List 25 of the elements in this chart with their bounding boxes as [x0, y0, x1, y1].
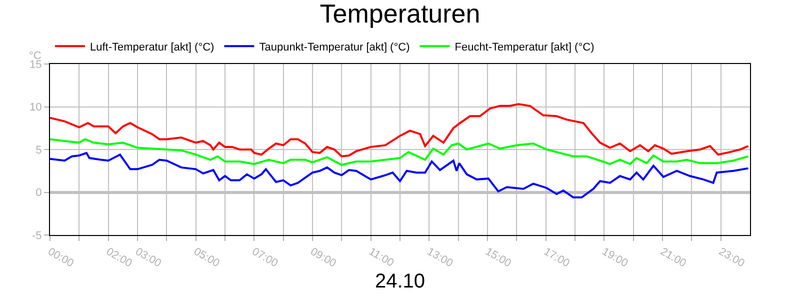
- y-tick-label: 0: [36, 187, 42, 200]
- line-series: [50, 152, 750, 198]
- x-tick-label: 02:00: [104, 246, 134, 270]
- x-tick-label: 05:00: [192, 246, 222, 270]
- legend-label: Taupunkt-Temperatur [akt] (°C): [259, 41, 410, 54]
- x-axis-title: 24.10: [374, 270, 426, 292]
- x-tick-label: 21:00: [658, 246, 688, 270]
- x-tick-label: 11:00: [366, 246, 396, 270]
- x-tick-label: 13:00: [424, 246, 455, 270]
- x-tick-label: 09:00: [308, 246, 338, 270]
- y-tick-label: 5: [36, 144, 42, 156]
- y-tick-label: -5: [32, 230, 42, 242]
- y-tick-label: 10: [30, 102, 42, 114]
- legend-label: Feucht-Temperatur [akt] (°C): [454, 41, 594, 54]
- legend-label: Luft-Temperatur [akt] (°C): [90, 41, 214, 54]
- x-tick-label: 03:00: [133, 246, 164, 270]
- x-tick-label: 19:00: [600, 246, 630, 270]
- line-series: [50, 103, 750, 158]
- chart-title: Temperaturen: [320, 0, 480, 29]
- x-tick-label: 23:00: [716, 246, 746, 270]
- x-tick-label: 00:00: [46, 246, 76, 270]
- x-tick-label: 17:00: [542, 246, 572, 270]
- x-tick-label: 07:00: [250, 246, 280, 270]
- line-series: [50, 138, 750, 166]
- x-tick-label: 15:00: [483, 246, 514, 270]
